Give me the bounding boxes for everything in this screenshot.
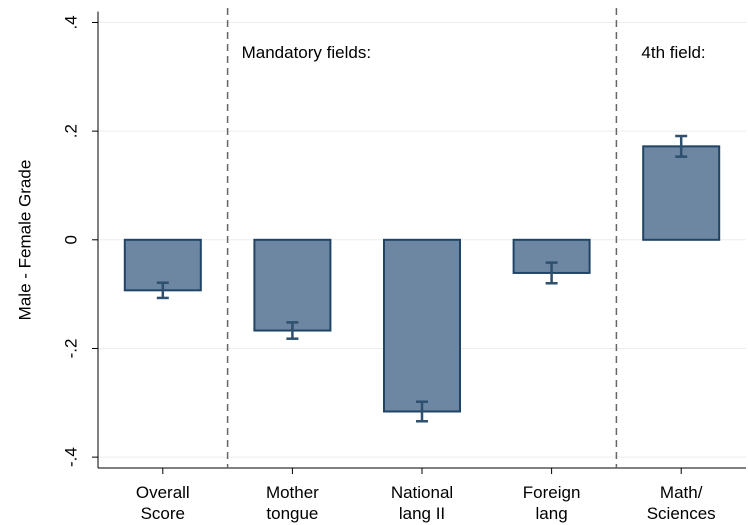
bar [253, 238, 332, 332]
y-tick-label: .4 [61, 15, 80, 29]
bar [642, 145, 721, 241]
x-tick-label: Math/ [660, 483, 703, 502]
x-tick-label: National [391, 483, 453, 502]
y-tick-label: -.4 [61, 447, 80, 467]
error-bar [675, 134, 688, 158]
y-tick-label: -.2 [61, 339, 80, 359]
x-tick-label: lang II [399, 504, 445, 523]
x-tick-label: Sciences [647, 504, 716, 523]
error-bar [545, 261, 558, 285]
y-tick-label: 0 [61, 235, 80, 244]
y-tick-label: .2 [61, 124, 80, 138]
annotation: 4th field: [641, 43, 705, 62]
x-tick-label: lang [536, 504, 568, 523]
x-tick-label: Foreign [523, 483, 581, 502]
x-tick-label: tongue [266, 504, 318, 523]
error-bar [416, 400, 428, 423]
error-bar [286, 321, 299, 340]
x-tick-label: Overall [136, 483, 190, 502]
x-tick-label: Mother [266, 483, 319, 502]
error-bar [156, 281, 169, 300]
annotation: Mandatory fields: [242, 43, 371, 62]
y-axis-title: Male - Female Grade [15, 160, 34, 321]
bar [383, 238, 461, 413]
x-tick-label: Score [141, 504, 185, 523]
